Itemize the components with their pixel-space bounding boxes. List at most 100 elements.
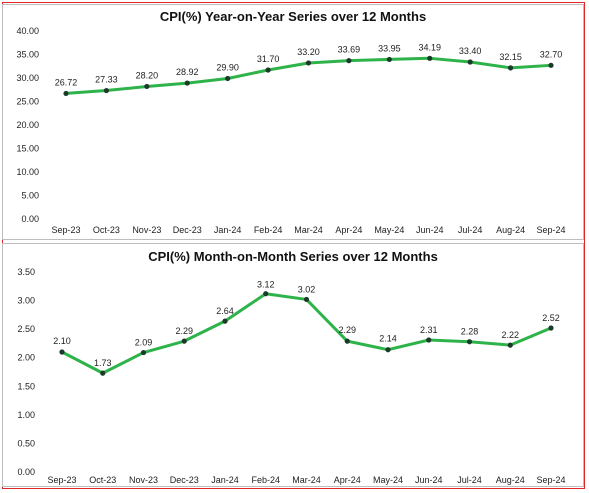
yoy-y-tick: 0.00	[21, 214, 39, 224]
mom-x-tick: Nov-23	[129, 475, 158, 485]
yoy-y-tick: 35.00	[16, 50, 39, 60]
mom-x-tick: Feb-24	[251, 475, 280, 485]
yoy-x-tick: Oct-23	[93, 225, 120, 235]
yoy-chart: CPI(%) Year-on-Year Series over 12 Month…	[16, 9, 565, 235]
yoy-y-tick: 20.00	[16, 120, 39, 130]
yoy-data-label: 26.72	[55, 77, 78, 87]
yoy-x-tick: Apr-24	[335, 225, 362, 235]
yoy-data-point	[265, 67, 271, 73]
yoy-x-tick: Nov-23	[132, 225, 161, 235]
mom-data-point	[466, 339, 473, 345]
mom-data-label: 2.14	[379, 334, 397, 344]
yoy-y-tick: 25.00	[16, 97, 39, 107]
mom-data-point	[344, 338, 350, 344]
mom-data-label: 2.52	[542, 313, 560, 323]
mom-x-tick: Jan-24	[211, 475, 239, 485]
mom-x-tick: May-24	[373, 475, 403, 485]
yoy-data-point	[346, 58, 352, 64]
mom-data-point	[263, 291, 269, 297]
yoy-data-point	[507, 65, 514, 71]
yoy-data-point	[386, 56, 392, 63]
yoy-x-tick: May-24	[374, 225, 404, 235]
mom-data-label: 2.28	[461, 327, 479, 337]
yoy-data-label: 28.20	[136, 70, 159, 80]
mom-y-tick: 2.50	[17, 324, 35, 334]
yoy-y-tick: 10.00	[16, 167, 39, 177]
mom-data-point	[140, 349, 147, 356]
mom-data-label: 2.31	[420, 325, 438, 335]
yoy-data-label: 31.70	[257, 54, 280, 64]
yoy-y-tick: 5.00	[21, 191, 39, 201]
yoy-x-tick: Sep-24	[536, 225, 565, 235]
yoy-data-label: 33.95	[378, 43, 401, 53]
mom-data-label: 2.29	[338, 325, 356, 335]
mom-x-tick: Aug-24	[496, 475, 525, 485]
mom-x-tick: Sep-23	[47, 475, 76, 485]
yoy-x-tick: Feb-24	[254, 225, 283, 235]
mom-data-point	[548, 325, 554, 331]
mom-y-tick: 3.50	[17, 267, 35, 277]
yoy-x-tick: Jan-24	[214, 225, 242, 235]
mom-x-tick: Dec-23	[170, 475, 199, 485]
yoy-x-tick: Jul-24	[458, 225, 483, 235]
yoy-data-point	[144, 83, 150, 90]
yoy-y-tick: 40.00	[16, 26, 39, 36]
yoy-title: CPI(%) Year-on-Year Series over 12 Month…	[160, 9, 426, 24]
yoy-data-label: 33.40	[459, 46, 482, 56]
mom-data-point	[303, 296, 310, 303]
mom-y-tick: 2.00	[17, 353, 35, 363]
mom-data-label: 3.12	[257, 280, 275, 290]
yoy-data-label: 29.90	[216, 62, 239, 72]
mom-x-tick: Sep-24	[536, 475, 565, 485]
mom-data-label: 2.64	[216, 306, 234, 316]
yoy-data-point	[63, 90, 69, 97]
yoy-data-point	[427, 55, 433, 61]
yoy-x-tick: Jun-24	[416, 225, 444, 235]
mom-y-tick: 1.00	[17, 410, 35, 420]
yoy-data-label: 32.70	[540, 49, 563, 59]
mom-data-point	[100, 370, 106, 376]
yoy-x-tick: Aug-24	[496, 225, 525, 235]
mom-title: CPI(%) Month-on-Month Series over 12 Mon…	[148, 249, 438, 264]
mom-data-label: 1.73	[94, 358, 112, 368]
mom-data-label: 2.09	[135, 338, 153, 348]
mom-x-tick: Oct-23	[89, 475, 116, 485]
mom-y-tick: 3.00	[17, 296, 35, 306]
mom-data-label: 2.29	[175, 326, 193, 336]
yoy-data-label: 32.15	[499, 52, 522, 62]
mom-y-tick: 0.00	[17, 467, 35, 477]
mom-y-tick: 0.50	[17, 438, 35, 448]
yoy-data-label: 28.92	[176, 67, 199, 77]
yoy-data-point	[103, 87, 110, 94]
mom-data-point	[222, 318, 228, 324]
mom-data-point	[507, 342, 513, 348]
mom-data-label: 3.02	[298, 284, 316, 294]
yoy-x-tick: Dec-23	[173, 225, 202, 235]
mom-x-tick: Jun-24	[415, 475, 443, 485]
yoy-data-label: 33.69	[338, 45, 361, 55]
yoy-y-tick: 15.00	[16, 144, 39, 154]
mom-x-tick: Jul-24	[457, 475, 482, 485]
mom-x-tick: Mar-24	[292, 475, 321, 485]
yoy-data-point	[225, 75, 231, 82]
yoy-data-point	[184, 80, 190, 86]
mom-data-point	[426, 337, 432, 343]
yoy-data-point	[305, 60, 312, 66]
yoy-data-label: 34.19	[418, 42, 441, 52]
mom-data-point	[59, 349, 65, 355]
yoy-chart-panel: CPI(%) Year-on-Year Series over 12 Month…	[2, 4, 584, 240]
mom-data-point	[181, 338, 187, 344]
mom-data-point	[385, 347, 391, 353]
yoy-y-tick: 30.00	[16, 73, 39, 83]
mom-data-label: 2.22	[501, 330, 519, 340]
mom-chart-panel: CPI(%) Month-on-Month Series over 12 Mon…	[2, 243, 584, 487]
yoy-data-label: 27.33	[95, 75, 118, 85]
yoy-data-point	[548, 62, 554, 68]
mom-x-tick: Apr-24	[334, 475, 361, 485]
mom-data-label: 2.10	[53, 336, 71, 346]
mom-chart: CPI(%) Month-on-Month Series over 12 Mon…	[17, 249, 565, 485]
mom-y-tick: 1.50	[17, 381, 35, 391]
yoy-data-label: 33.20	[297, 47, 320, 57]
yoy-x-tick: Sep-23	[51, 225, 80, 235]
yoy-x-tick: Mar-24	[294, 225, 323, 235]
